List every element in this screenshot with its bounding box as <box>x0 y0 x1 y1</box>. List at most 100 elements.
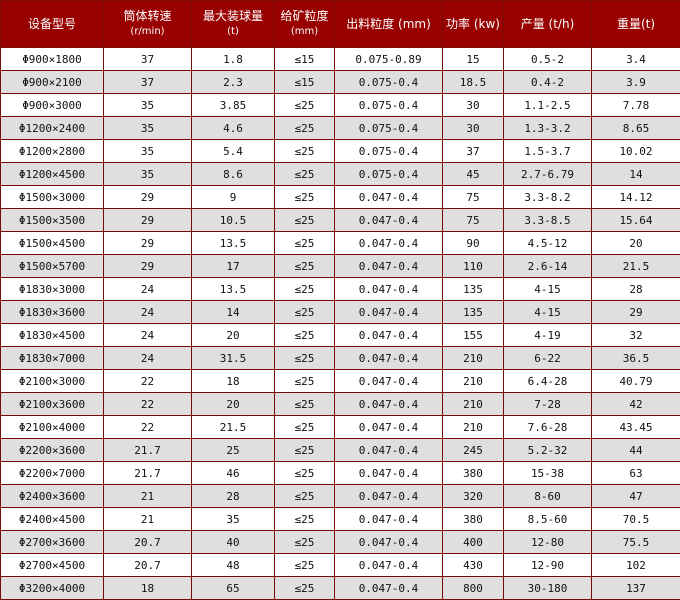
cell-model: Φ900×2100 <box>0 70 104 94</box>
table-body: Φ900×1800 37 1.8 ≤15 0.075-0.89 15 0.5-2 3.4 Φ90… <box>0 47 680 600</box>
cell-power: 210 <box>442 369 504 393</box>
cell-power: 135 <box>442 277 504 301</box>
cell-feed-size: ≤15 <box>274 47 335 71</box>
cell-max-ball-load: 25 <box>191 438 275 462</box>
cell-model: Φ1830×3600 <box>0 300 104 324</box>
cell-power: 210 <box>442 346 504 370</box>
cell-model: Φ900×3000 <box>0 93 104 117</box>
header-label: 设备型号 <box>27 17 76 31</box>
cell-output-size: 0.075-0.4 <box>334 93 443 117</box>
cell-capacity: 1.3-3.2 <box>503 116 592 140</box>
table-row: Φ2200×3600 21.7 25 ≤25 0.047-0.4 245 5.2-32 44 <box>0 438 680 462</box>
cell-power: 90 <box>442 231 504 255</box>
cell-weight: 42 <box>591 392 680 416</box>
cell-weight: 28 <box>591 277 680 301</box>
cell-speed: 37 <box>103 47 192 71</box>
cell-weight: 14 <box>591 162 680 186</box>
cell-feed-size: ≤25 <box>274 208 335 232</box>
cell-speed: 35 <box>103 93 192 117</box>
cell-weight: 40.79 <box>591 369 680 393</box>
cell-output-size: 0.047-0.4 <box>334 231 443 255</box>
cell-feed-size: ≤25 <box>274 323 335 347</box>
cell-weight: 36.5 <box>591 346 680 370</box>
cell-max-ball-load: 1.8 <box>191 47 275 71</box>
header-capacity: 产量 (t/h) <box>503 0 592 48</box>
cell-output-size: 0.047-0.4 <box>334 507 443 531</box>
cell-capacity: 8-60 <box>503 484 592 508</box>
cell-model: Φ2400×4500 <box>0 507 104 531</box>
cell-max-ball-load: 4.6 <box>191 116 275 140</box>
table-row: Φ900×2100 37 2.3 ≤15 0.075-0.4 18.5 0.4-2 3.9 <box>0 70 680 94</box>
cell-feed-size: ≤25 <box>274 162 335 186</box>
header-model: 设备型号 <box>0 0 104 48</box>
cell-capacity: 12-80 <box>503 530 592 554</box>
cell-weight: 15.64 <box>591 208 680 232</box>
header-row: 设备型号 筒体转速 (r/min) 最大装球量 (t) 给矿粒度 (mm) 出料粒度 (mm)… <box>0 0 680 48</box>
cell-weight: 47 <box>591 484 680 508</box>
cell-weight: 8.65 <box>591 116 680 140</box>
cell-capacity: 3.3-8.5 <box>503 208 592 232</box>
table-row: Φ2100×4000 22 21.5 ≤25 0.047-0.4 210 7.6-28 43.… <box>0 415 680 439</box>
table-row: Φ2100×3000 22 18 ≤25 0.047-0.4 210 6.4-28 40.79 <box>0 369 680 393</box>
cell-output-size: 0.047-0.4 <box>334 392 443 416</box>
cell-model: Φ1500×3000 <box>0 185 104 209</box>
cell-speed: 29 <box>103 208 192 232</box>
cell-output-size: 0.047-0.4 <box>334 300 443 324</box>
cell-model: Φ2700×3600 <box>0 530 104 554</box>
cell-capacity: 6-22 <box>503 346 592 370</box>
cell-max-ball-load: 2.3 <box>191 70 275 94</box>
cell-feed-size: ≤25 <box>274 254 335 278</box>
cell-max-ball-load: 35 <box>191 507 275 531</box>
cell-max-ball-load: 9 <box>191 185 275 209</box>
cell-output-size: 0.047-0.4 <box>334 484 443 508</box>
cell-capacity: 7-28 <box>503 392 592 416</box>
cell-power: 210 <box>442 415 504 439</box>
cell-capacity: 4-15 <box>503 277 592 301</box>
cell-speed: 24 <box>103 346 192 370</box>
header-label: 功率 (kw) <box>446 17 500 31</box>
cell-max-ball-load: 13.5 <box>191 231 275 255</box>
header-unit: (mm) <box>290 26 319 37</box>
cell-feed-size: ≤25 <box>274 530 335 554</box>
cell-output-size: 0.047-0.4 <box>334 185 443 209</box>
cell-max-ball-load: 10.5 <box>191 208 275 232</box>
cell-weight: 44 <box>591 438 680 462</box>
cell-weight: 21.5 <box>591 254 680 278</box>
cell-feed-size: ≤25 <box>274 116 335 140</box>
header-max-ball-load: 最大装球量 (t) <box>191 0 275 48</box>
cell-weight: 14.12 <box>591 185 680 209</box>
header-label: 出料粒度 (mm) <box>346 17 431 31</box>
cell-capacity: 6.4-28 <box>503 369 592 393</box>
table-row: Φ2400×4500 21 35 ≤25 0.047-0.4 380 8.5-60 70.5 <box>0 507 680 531</box>
cell-output-size: 0.075-0.4 <box>334 139 443 163</box>
header-output-size: 出料粒度 (mm) <box>334 0 443 48</box>
cell-capacity: 5.2-32 <box>503 438 592 462</box>
cell-capacity: 2.6-14 <box>503 254 592 278</box>
cell-capacity: 0.4-2 <box>503 70 592 94</box>
cell-output-size: 0.075-0.4 <box>334 116 443 140</box>
cell-power: 110 <box>442 254 504 278</box>
cell-output-size: 0.047-0.4 <box>334 346 443 370</box>
table-row: Φ1200×2400 35 4.6 ≤25 0.075-0.4 30 1.3-3.2 8.65 <box>0 116 680 140</box>
cell-output-size: 0.047-0.4 <box>334 461 443 485</box>
cell-max-ball-load: 17 <box>191 254 275 278</box>
cell-model: Φ1200×4500 <box>0 162 104 186</box>
cell-feed-size: ≤25 <box>274 185 335 209</box>
header-weight: 重量(t) <box>591 0 680 48</box>
header-label: 筒体转速 <box>123 9 172 23</box>
cell-capacity: 0.5-2 <box>503 47 592 71</box>
cell-power: 800 <box>442 576 504 600</box>
header-speed: 筒体转速 (r/min) <box>103 0 192 48</box>
table-row: Φ2100x3600 22 20 ≤25 0.047-0.4 210 7-28 42 <box>0 392 680 416</box>
cell-feed-size: ≤25 <box>274 576 335 600</box>
table-row: Φ1500×3000 29 9 ≤25 0.047-0.4 75 3.3-8.2 14.12 <box>0 185 680 209</box>
cell-output-size: 0.047-0.4 <box>334 576 443 600</box>
cell-weight: 20 <box>591 231 680 255</box>
cell-feed-size: ≤25 <box>274 507 335 531</box>
cell-model: Φ1500×4500 <box>0 231 104 255</box>
cell-feed-size: ≤25 <box>274 438 335 462</box>
cell-model: Φ900×1800 <box>0 47 104 71</box>
table-row: Φ2700×3600 20.7 40 ≤25 0.047-0.4 400 12-80 75.5 <box>0 530 680 554</box>
header-unit: (r/min) <box>130 26 165 37</box>
